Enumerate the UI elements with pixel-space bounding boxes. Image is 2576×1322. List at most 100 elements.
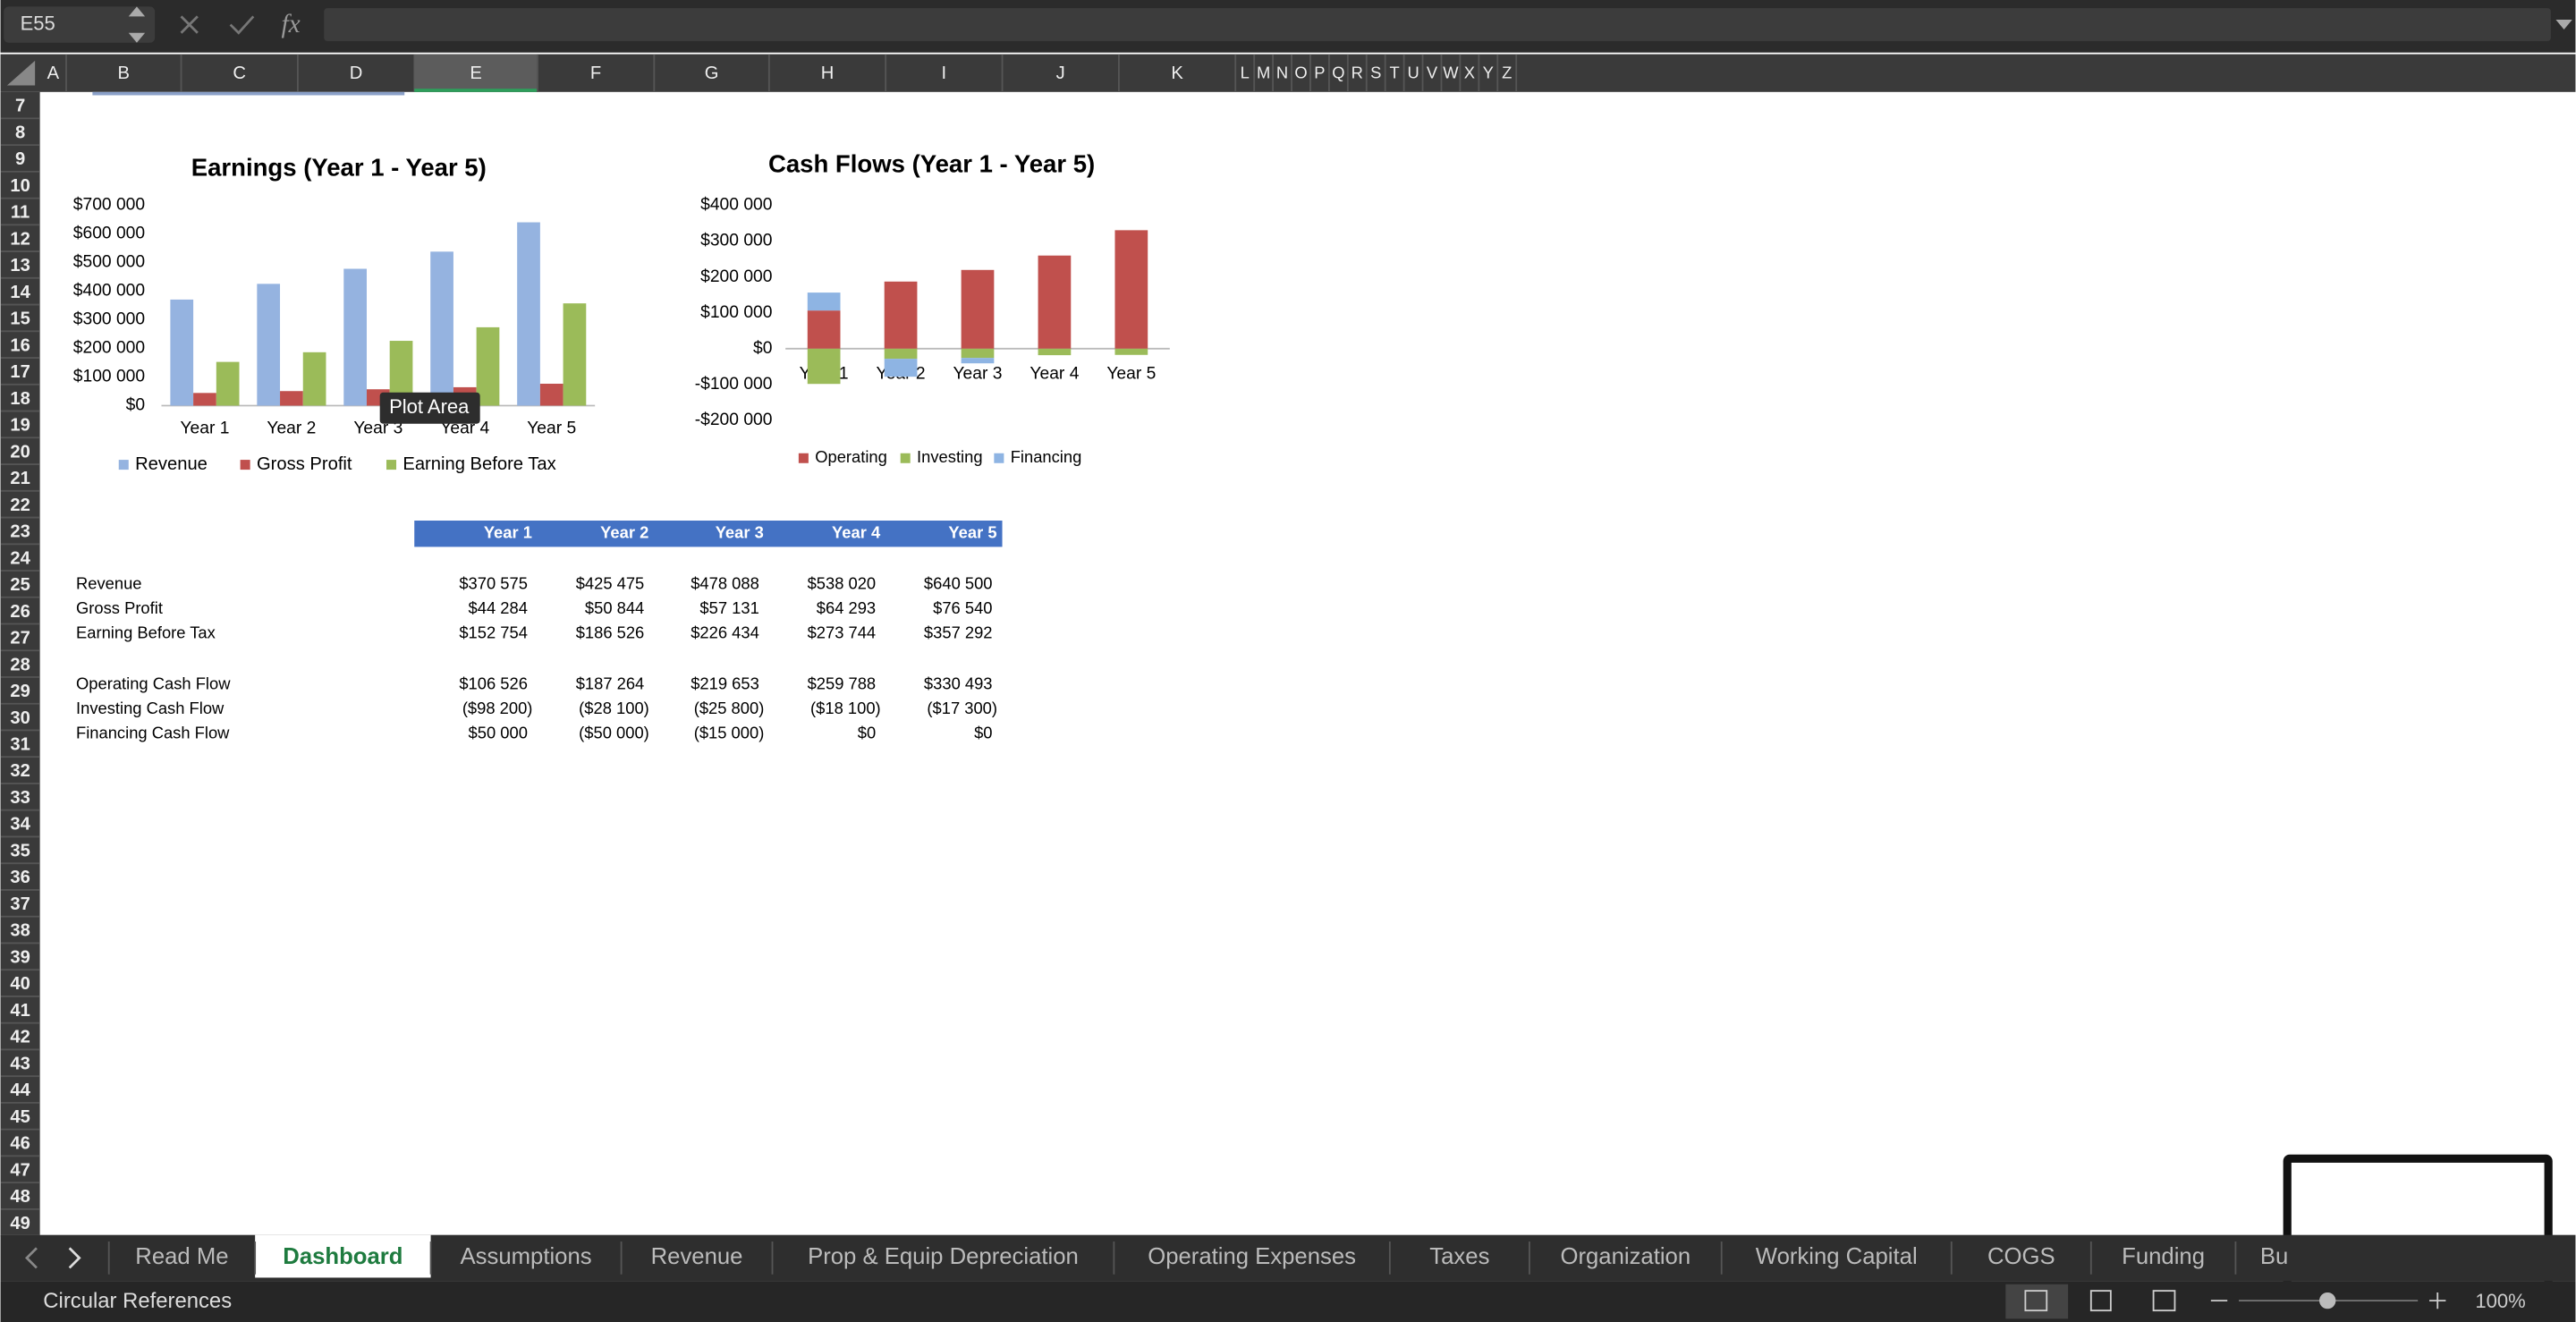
row-header[interactable]: 18 bbox=[10, 389, 30, 409]
select-all[interactable] bbox=[6, 60, 36, 86]
sheet-tab[interactable]: Prop & Equip Depreciation bbox=[808, 1244, 1079, 1269]
column-header[interactable]: F bbox=[590, 64, 601, 83]
row-header[interactable]: 31 bbox=[10, 735, 30, 755]
column-header[interactable]: C bbox=[233, 64, 246, 83]
column-header[interactable]: D bbox=[350, 64, 363, 83]
column-header[interactable]: R bbox=[1352, 63, 1363, 81]
sheet-tab[interactable]: COGS bbox=[1987, 1244, 2055, 1269]
column-header[interactable]: X bbox=[1464, 63, 1475, 81]
column-header[interactable]: Q bbox=[1332, 63, 1344, 81]
row-header[interactable]: 22 bbox=[10, 496, 30, 515]
sheet-tab[interactable]: Bu bbox=[2260, 1244, 2288, 1269]
row-header[interactable]: 44 bbox=[10, 1080, 30, 1100]
cell: ($25 800) bbox=[694, 699, 765, 717]
zoom-thumb[interactable] bbox=[2319, 1292, 2336, 1309]
page-layout-icon[interactable] bbox=[2089, 1290, 2112, 1312]
sheet-tab[interactable]: Read Me bbox=[135, 1244, 228, 1269]
bar-segment bbox=[961, 358, 995, 364]
zoom-in[interactable] bbox=[2429, 1292, 2446, 1309]
row-header[interactable]: 12 bbox=[10, 229, 30, 249]
row-header[interactable]: 40 bbox=[10, 974, 30, 994]
tab-next[interactable] bbox=[68, 1247, 81, 1269]
row-header[interactable]: 33 bbox=[10, 788, 30, 808]
row-header[interactable]: 20 bbox=[10, 442, 30, 462]
row-header[interactable]: 26 bbox=[10, 602, 30, 622]
formula-expand[interactable] bbox=[2555, 20, 2572, 30]
row-header[interactable]: 10 bbox=[10, 176, 30, 196]
sheet-tab[interactable]: Operating Expenses bbox=[1148, 1244, 1356, 1269]
row-header[interactable]: 49 bbox=[10, 1214, 30, 1233]
row-label: Revenue bbox=[76, 573, 141, 592]
column-header[interactable]: Y bbox=[1483, 63, 1494, 81]
column-header[interactable]: L bbox=[1241, 63, 1250, 81]
row-header[interactable]: 43 bbox=[10, 1054, 30, 1073]
row-header[interactable]: 37 bbox=[10, 894, 30, 914]
row-header[interactable]: 30 bbox=[10, 708, 30, 728]
row-header[interactable]: 38 bbox=[10, 921, 30, 941]
cell: ($50 000) bbox=[579, 724, 649, 742]
row-header[interactable]: 9 bbox=[15, 149, 25, 169]
page-break-icon[interactable] bbox=[2152, 1290, 2176, 1312]
tab-prev[interactable] bbox=[24, 1247, 38, 1269]
row-header[interactable]: 29 bbox=[10, 682, 30, 701]
column-header[interactable]: S bbox=[1370, 63, 1381, 81]
row-header[interactable]: 41 bbox=[10, 1001, 30, 1021]
row-header[interactable]: 47 bbox=[10, 1160, 30, 1180]
row-header[interactable]: 35 bbox=[10, 841, 30, 860]
row-header[interactable]: 19 bbox=[10, 416, 30, 436]
row-header[interactable]: 34 bbox=[10, 815, 30, 835]
row-header[interactable]: 24 bbox=[10, 548, 30, 568]
row-header[interactable]: 16 bbox=[10, 335, 30, 355]
row-header[interactable]: 48 bbox=[10, 1187, 30, 1207]
row-header[interactable]: 39 bbox=[10, 947, 30, 967]
column-header[interactable]: A bbox=[47, 64, 60, 83]
formula-input[interactable] bbox=[324, 8, 2551, 41]
sheet-tab[interactable]: Taxes bbox=[1429, 1244, 1489, 1269]
column-header[interactable]: B bbox=[118, 64, 130, 83]
column-header[interactable]: I bbox=[942, 64, 947, 83]
row-header[interactable]: 42 bbox=[10, 1028, 30, 1047]
sheet-tab[interactable]: Assumptions bbox=[461, 1244, 592, 1269]
row-header[interactable]: 7 bbox=[15, 97, 25, 116]
name-box-stepper[interactable] bbox=[128, 6, 146, 43]
normal-view[interactable] bbox=[2005, 1284, 2069, 1319]
column-header[interactable]: Z bbox=[1502, 63, 1512, 81]
column-header[interactable]: N bbox=[1276, 63, 1288, 81]
row-header[interactable]: 27 bbox=[10, 629, 30, 648]
row-header[interactable]: 14 bbox=[10, 283, 30, 302]
row-header[interactable]: 46 bbox=[10, 1134, 30, 1154]
cell: ($15 000) bbox=[694, 724, 765, 742]
column-header[interactable]: G bbox=[705, 64, 719, 83]
sheet-tab[interactable]: Funding bbox=[2122, 1244, 2205, 1269]
column-header[interactable]: W bbox=[1443, 63, 1459, 81]
row-header[interactable]: 11 bbox=[11, 203, 30, 223]
column-header[interactable]: T bbox=[1390, 63, 1400, 81]
row-header[interactable]: 21 bbox=[10, 469, 30, 488]
column-header[interactable]: M bbox=[1257, 63, 1270, 81]
row-header[interactable]: 32 bbox=[10, 761, 30, 781]
column-header[interactable]: U bbox=[1407, 63, 1419, 81]
sheet-tab[interactable]: Dashboard bbox=[283, 1244, 402, 1269]
column-header[interactable]: P bbox=[1314, 63, 1325, 81]
cancel-icon[interactable] bbox=[180, 15, 199, 34]
confirm-icon[interactable] bbox=[229, 15, 255, 35]
column-header[interactable]: H bbox=[821, 64, 835, 83]
row-header[interactable]: 28 bbox=[10, 655, 30, 674]
row-header[interactable]: 15 bbox=[10, 309, 30, 329]
sheet-tab[interactable]: Working Capital bbox=[1756, 1244, 1918, 1269]
column-header[interactable]: J bbox=[1056, 64, 1065, 83]
row-header[interactable]: 17 bbox=[10, 362, 30, 382]
row-header[interactable]: 25 bbox=[10, 575, 30, 595]
row-header[interactable]: 13 bbox=[10, 256, 30, 275]
column-header[interactable]: E bbox=[470, 64, 481, 83]
column-header[interactable]: V bbox=[1427, 63, 1438, 81]
sheet-tab[interactable]: Organization bbox=[1560, 1244, 1690, 1269]
row-header[interactable]: 8 bbox=[15, 123, 25, 142]
sheet-tab[interactable]: Revenue bbox=[651, 1244, 743, 1269]
column-header[interactable]: K bbox=[1171, 64, 1183, 83]
column-header[interactable]: O bbox=[1294, 63, 1307, 81]
name-box[interactable] bbox=[4, 6, 156, 43]
row-header[interactable]: 36 bbox=[10, 868, 30, 887]
row-header[interactable]: 45 bbox=[10, 1107, 30, 1127]
row-header[interactable]: 23 bbox=[10, 522, 30, 542]
